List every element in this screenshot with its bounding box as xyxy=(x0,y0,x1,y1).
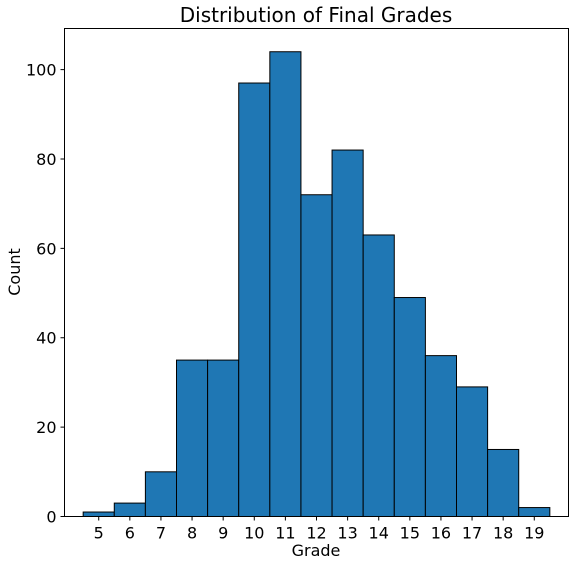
bar-grade-15 xyxy=(393,297,426,517)
bar-grade-14 xyxy=(362,234,395,517)
x-tick-label: 9 xyxy=(218,524,228,543)
x-tick-label: 11 xyxy=(275,524,295,543)
x-tick-label: 13 xyxy=(337,524,357,543)
x-tick-label: 16 xyxy=(431,524,451,543)
x-tick-label: 14 xyxy=(369,524,389,543)
bar-grade-16 xyxy=(424,355,457,517)
bar-grade-11 xyxy=(269,51,302,517)
bar-grade-19 xyxy=(518,507,551,517)
bar-grade-6 xyxy=(113,502,146,518)
y-tick-label: 80 xyxy=(36,150,56,169)
y-axis-ticks: 0 20 40 60 80 100 xyxy=(26,61,65,527)
bar-grade-10 xyxy=(238,82,271,518)
bar-grade-18 xyxy=(487,448,520,518)
bar-grade-7 xyxy=(144,471,177,517)
bar-grade-9 xyxy=(207,359,240,518)
x-tick-label: 7 xyxy=(156,524,166,543)
chart-title: Distribution of Final Grades xyxy=(180,3,453,27)
x-tick-label: 18 xyxy=(493,524,513,543)
x-tick-label: 8 xyxy=(187,524,197,543)
bars-group xyxy=(82,51,551,518)
y-axis-label: Count xyxy=(5,248,24,296)
y-tick-label: 100 xyxy=(26,61,57,80)
y-tick-label: 20 xyxy=(36,418,56,437)
bar-grade-17 xyxy=(456,386,489,517)
x-tick-label: 6 xyxy=(125,524,135,543)
x-axis-label: Grade xyxy=(292,541,341,560)
y-tick-label: 60 xyxy=(36,239,56,258)
bar-grade-12 xyxy=(300,194,333,517)
y-tick-label: 40 xyxy=(36,329,56,348)
x-axis-ticks: 5 6 7 8 9 10 11 12 13 14 15 16 17 18 19 xyxy=(94,516,544,543)
x-tick-label: 17 xyxy=(462,524,482,543)
bar-grade-8 xyxy=(176,359,209,518)
x-tick-label: 15 xyxy=(400,524,420,543)
bar-grade-5 xyxy=(82,511,115,517)
x-tick-label: 19 xyxy=(524,524,544,543)
y-tick-label: 0 xyxy=(46,508,56,527)
bar-grade-13 xyxy=(331,149,364,518)
x-tick-label: 10 xyxy=(244,524,264,543)
x-tick-label: 5 xyxy=(94,524,104,543)
x-tick-label: 12 xyxy=(306,524,326,543)
